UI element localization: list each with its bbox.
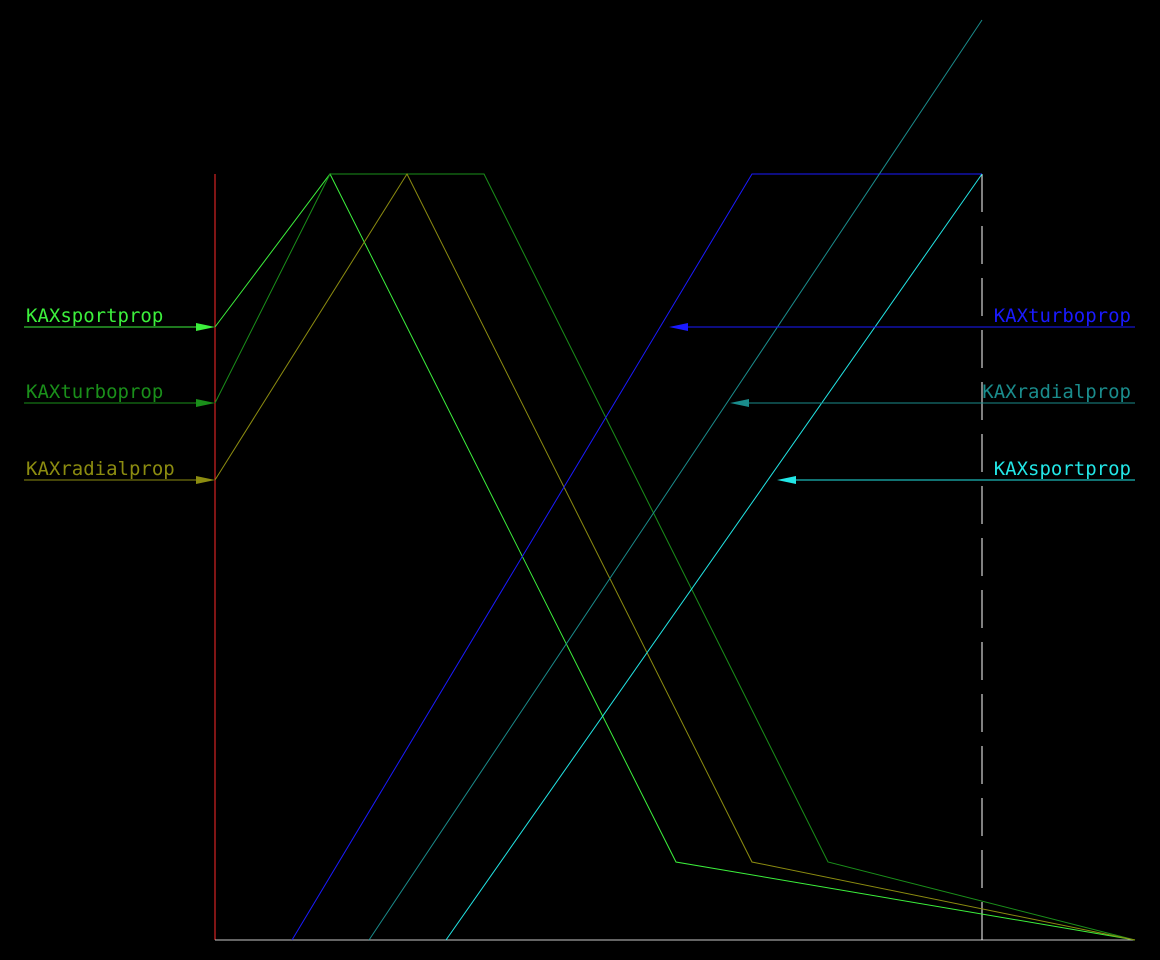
arrow-right-icon [196,476,215,484]
left-label-turboprop-text: KAXturboprop [26,381,163,403]
right-label-turboprop-text: KAXturboprop [994,305,1131,327]
right-label-radialprop: KAXradialprop [730,381,1135,407]
right-label-turboprop: KAXturboprop [669,305,1135,331]
left-label-sportprop-text: KAXsportprop [26,305,163,327]
arrow-left-icon [669,323,688,331]
left-label-turboprop: KAXturboprop [24,381,215,407]
sportprop-right-route [445,173,983,941]
arrow-left-icon [730,399,749,407]
left-label-sportprop: KAXsportprop [24,305,215,331]
right-label-sportprop: KAXsportprop [777,458,1135,484]
radialprop-left-route [214,172,1136,941]
arrow-left-icon [777,476,796,484]
turboprop-left-route [214,173,1136,941]
right-label-sportprop-text: KAXsportprop [994,458,1131,480]
arrow-right-icon [196,399,215,407]
left-label-radialprop: KAXradialprop [24,458,215,484]
sportprop-left-route [214,173,1136,941]
radialprop-right-route [368,19,983,941]
right-label-radialprop-text: KAXradialprop [982,381,1131,403]
arrow-right-icon [196,323,215,331]
left-label-radialprop-text: KAXradialprop [26,458,175,480]
turboprop-right-route [291,173,982,941]
